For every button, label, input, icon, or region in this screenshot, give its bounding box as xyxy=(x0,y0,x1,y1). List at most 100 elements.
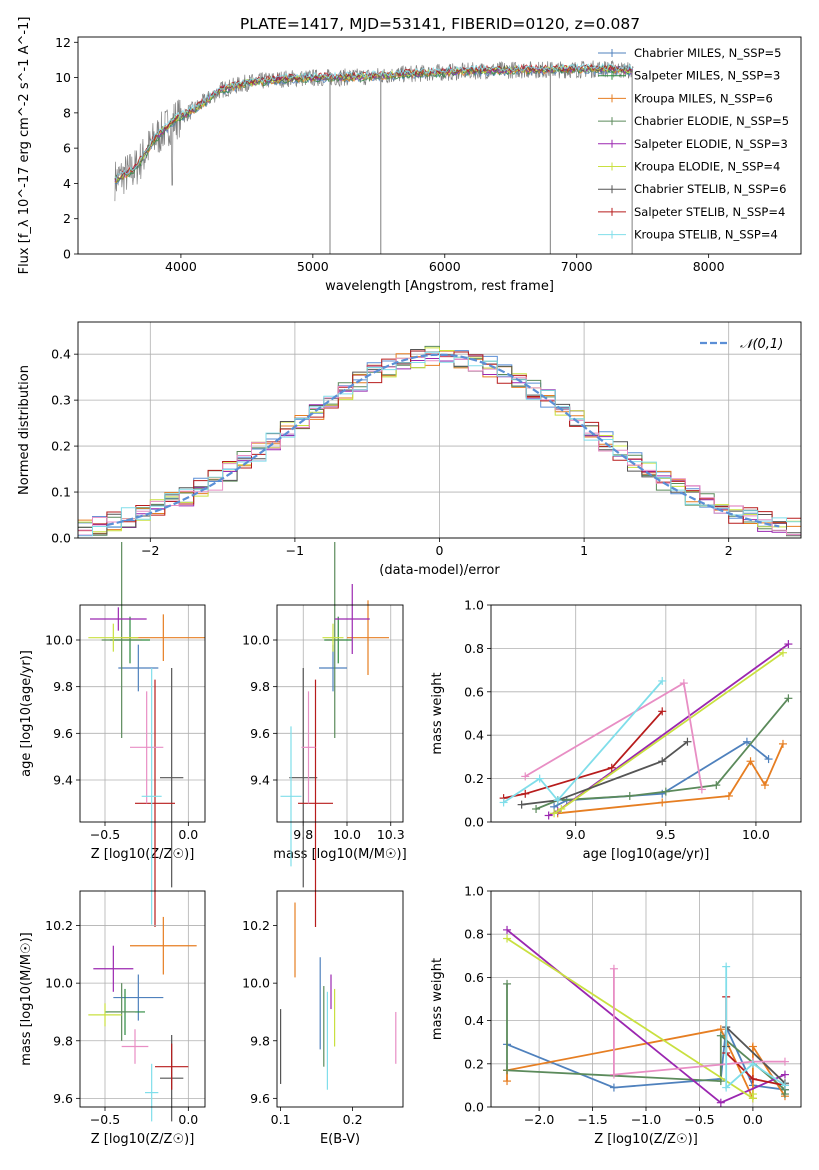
x-axis-label: Z [log10(Z/Z☉)] xyxy=(91,1132,195,1147)
legend-label: Chabrier STELIB, N_SSP=6 xyxy=(634,182,786,196)
weight-line xyxy=(725,1024,786,1086)
y-tick-label: 9.6 xyxy=(53,726,73,741)
y-tick-label: 0.3 xyxy=(51,393,71,408)
plot-frame xyxy=(276,890,404,1108)
x-tick-label: 4000 xyxy=(165,259,197,274)
y-tick-label: 0 xyxy=(63,247,71,262)
y-axis-label: age [log10(age/yr)] xyxy=(19,650,34,777)
mass-vs-z-axes: −0.5 0.0 9.6 9.8 10.0 10.2 Z [log10(Z/Z☉)] mass… xyxy=(19,890,206,1147)
y-tick-label: 9.4 xyxy=(250,773,270,788)
weight-vs-z-axes: −2.0 −1.5 −1.0 −0.5 0.0 0.0 0.2 0.4 0.6 0.8 1.0 Z [… xyxy=(430,884,802,1147)
y-tick-label: 0.2 xyxy=(51,439,71,454)
y-tick-label: 10.0 xyxy=(242,633,270,648)
y-tick-label: 0.6 xyxy=(464,970,484,985)
legend-label: Salpeter MILES, N_SSP=3 xyxy=(634,69,780,83)
weight-line xyxy=(503,680,663,804)
weight-line xyxy=(506,937,754,1101)
x-tick-label: 1 xyxy=(580,543,588,558)
model-line xyxy=(114,64,634,183)
plot-frame xyxy=(77,36,802,255)
y-tick-label: 10.0 xyxy=(45,976,73,991)
y-tick-label: 10.0 xyxy=(242,976,270,991)
y-tick-label: 1.0 xyxy=(464,598,484,613)
x-axis-label: E(B-V) xyxy=(320,1132,360,1147)
model-line xyxy=(114,64,633,181)
weight-line xyxy=(535,697,790,810)
legend-label: Salpeter STELIB, N_SSP=4 xyxy=(634,205,785,219)
residual-histogram xyxy=(78,347,801,533)
y-tick-label: 10.2 xyxy=(242,918,270,933)
y-tick-label: 12 xyxy=(55,35,71,50)
model-line xyxy=(114,67,634,184)
x-axis-label: wavelength [Angstrom, rest frame] xyxy=(325,279,554,294)
plot-frame xyxy=(79,890,206,1108)
y-axis-label: mass weight xyxy=(430,958,445,1040)
residuals-axes: −2 −1 0 1 2 0.0 0.1 0.2 0.3 0.4 (data-model)/error… xyxy=(17,321,802,578)
y-axis-label: Flux [f_λ 10^-17 erg cm^-2 s^-1 A^-1] xyxy=(17,17,32,275)
observed-spectrum xyxy=(114,59,634,202)
plot-frame xyxy=(79,604,206,823)
y-tick-label: 9.6 xyxy=(53,1091,73,1106)
plot-frame xyxy=(276,604,404,823)
x-tick-label: 8000 xyxy=(693,259,725,274)
x-tick-label: 9.0 xyxy=(566,827,586,842)
weight-line xyxy=(613,968,785,1076)
x-tick-label: −0.5 xyxy=(90,1112,120,1127)
weight-line xyxy=(557,743,784,815)
x-axis-label: Z [log10(Z/Z☉)] xyxy=(594,1132,698,1147)
x-tick-label: 0 xyxy=(436,543,444,558)
y-tick-label: 0.4 xyxy=(464,728,484,743)
y-tick-label: 8 xyxy=(63,105,71,120)
plots-group: 4000 5000 6000 7000 8000024681012wavelength … xyxy=(17,17,802,1147)
y-tick-label: 0.4 xyxy=(51,347,71,362)
age-vs-z-axes: −0.5 0.0 9.4 9.6 9.8 10.0 Z [log10(Z/Z☉)] age [… xyxy=(19,542,206,927)
residual-histogram xyxy=(78,351,801,537)
y-tick-label: 10.0 xyxy=(45,633,73,648)
weight-line xyxy=(725,996,786,1087)
legend-label: Kroupa ELODIE, N_SSP=4 xyxy=(634,160,780,174)
y-tick-label: 6 xyxy=(63,141,71,156)
spectrum-axes: 4000 5000 6000 7000 8000 0 2 4 6 8 10 12 wavelength … xyxy=(17,17,802,294)
x-tick-label: −2.0 xyxy=(524,1112,554,1127)
model-line xyxy=(114,66,633,183)
y-axis-label: Normed distribution xyxy=(17,365,32,495)
x-tick-label: 9.5 xyxy=(656,827,676,842)
weight-line xyxy=(725,966,786,1090)
plot-frame xyxy=(490,890,802,1108)
y-tick-label: 0.0 xyxy=(51,531,71,546)
y-tick-label: 0.2 xyxy=(464,1056,484,1071)
model-line xyxy=(114,65,634,182)
x-tick-label: 10.0 xyxy=(742,827,770,842)
x-tick-label: 0.1 xyxy=(271,1112,291,1127)
y-tick-label: 0.2 xyxy=(464,771,484,786)
x-axis-label: Z [log10(Z/Z☉)] xyxy=(91,847,195,862)
legend-label: Chabrier MILES, N_SSP=5 xyxy=(634,46,781,60)
model-line xyxy=(114,67,634,185)
figure-title: PLATE=1417, MJD=53141, FIBERID=0120, z=0… xyxy=(240,15,640,33)
y-tick-label: 9.8 xyxy=(250,1033,270,1048)
y-tick-label: 0.8 xyxy=(464,641,484,656)
y-tick-label: 2 xyxy=(63,211,71,226)
x-axis-label: (data-model)/error xyxy=(379,563,500,578)
x-tick-label: 7000 xyxy=(561,259,593,274)
x-tick-label: −0.5 xyxy=(684,1112,714,1127)
y-tick-label: 9.8 xyxy=(53,679,73,694)
y-tick-label: 0.0 xyxy=(464,1100,484,1115)
x-tick-label: 0.0 xyxy=(743,1112,763,1127)
x-tick-label: −1 xyxy=(286,543,304,558)
y-tick-label: 0.0 xyxy=(464,815,484,830)
y-tick-label: 9.6 xyxy=(250,726,270,741)
y-tick-label: 4 xyxy=(63,176,71,191)
y-axis-label: mass weight xyxy=(430,672,445,754)
y-tick-label: 0.4 xyxy=(464,1013,484,1028)
y-tick-label: 9.6 xyxy=(250,1091,270,1106)
y-tick-label: 10.2 xyxy=(45,918,73,933)
x-tick-label: −2 xyxy=(141,543,159,558)
x-tick-label: −1.0 xyxy=(631,1112,661,1127)
x-axis-label: mass [log10(M/M☉)] xyxy=(273,847,406,862)
y-tick-label: 0.8 xyxy=(464,927,484,942)
y-tick-label: 9.8 xyxy=(250,679,270,694)
weight-line xyxy=(553,740,770,808)
x-tick-label: 2 xyxy=(725,543,733,558)
